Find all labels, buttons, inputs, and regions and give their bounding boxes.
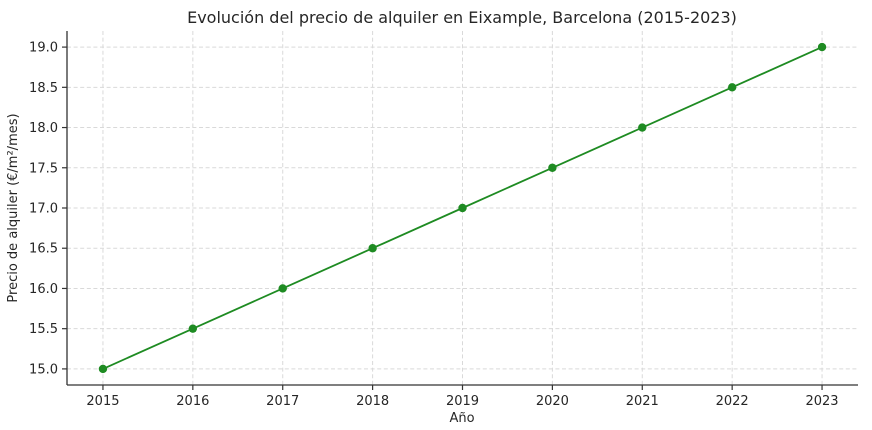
data-point (727, 83, 737, 92)
y-tick-label: 15.5 (29, 322, 58, 337)
x-tick-label: 2019 (446, 394, 479, 409)
x-tick-label: 2018 (356, 394, 389, 409)
x-tick-label: 2016 (176, 394, 209, 409)
data-point (817, 42, 827, 52)
data-point (188, 324, 198, 333)
y-axis-label: Precio de alquiler (€/m²/mes) (6, 113, 21, 302)
x-tick-label: 2017 (266, 394, 299, 409)
y-tick-label: 15.0 (29, 362, 58, 377)
x-axis-label: Año (449, 411, 474, 426)
x-tick-label: 2020 (536, 394, 569, 409)
chart-title: Evolución del precio de alquiler en Eixa… (187, 8, 737, 27)
x-tick-label: 2022 (716, 394, 749, 409)
data-point (548, 163, 557, 172)
x-tick-label: 2015 (86, 394, 119, 409)
y-tick-label: 16.0 (29, 282, 58, 297)
data-point (638, 123, 647, 132)
y-tick-label: 17.5 (29, 161, 58, 176)
data-point (98, 364, 108, 374)
series-layer (98, 42, 827, 374)
data-point (278, 284, 287, 293)
axes-layer: 2015 2016 2017 2018 2019 2020 2021 2022 2023 15.0… (29, 31, 858, 409)
y-tick-label: 16.5 (29, 242, 58, 257)
data-point (458, 203, 467, 213)
x-tick-label: 2021 (626, 394, 659, 409)
data-point (368, 244, 377, 253)
y-tick-label: 19.0 (29, 41, 58, 56)
y-tick-label: 17.0 (29, 202, 58, 217)
y-tick-label: 18.5 (29, 81, 58, 96)
x-tick-label: 2023 (805, 394, 838, 409)
y-tick-label: 18.0 (29, 121, 58, 136)
